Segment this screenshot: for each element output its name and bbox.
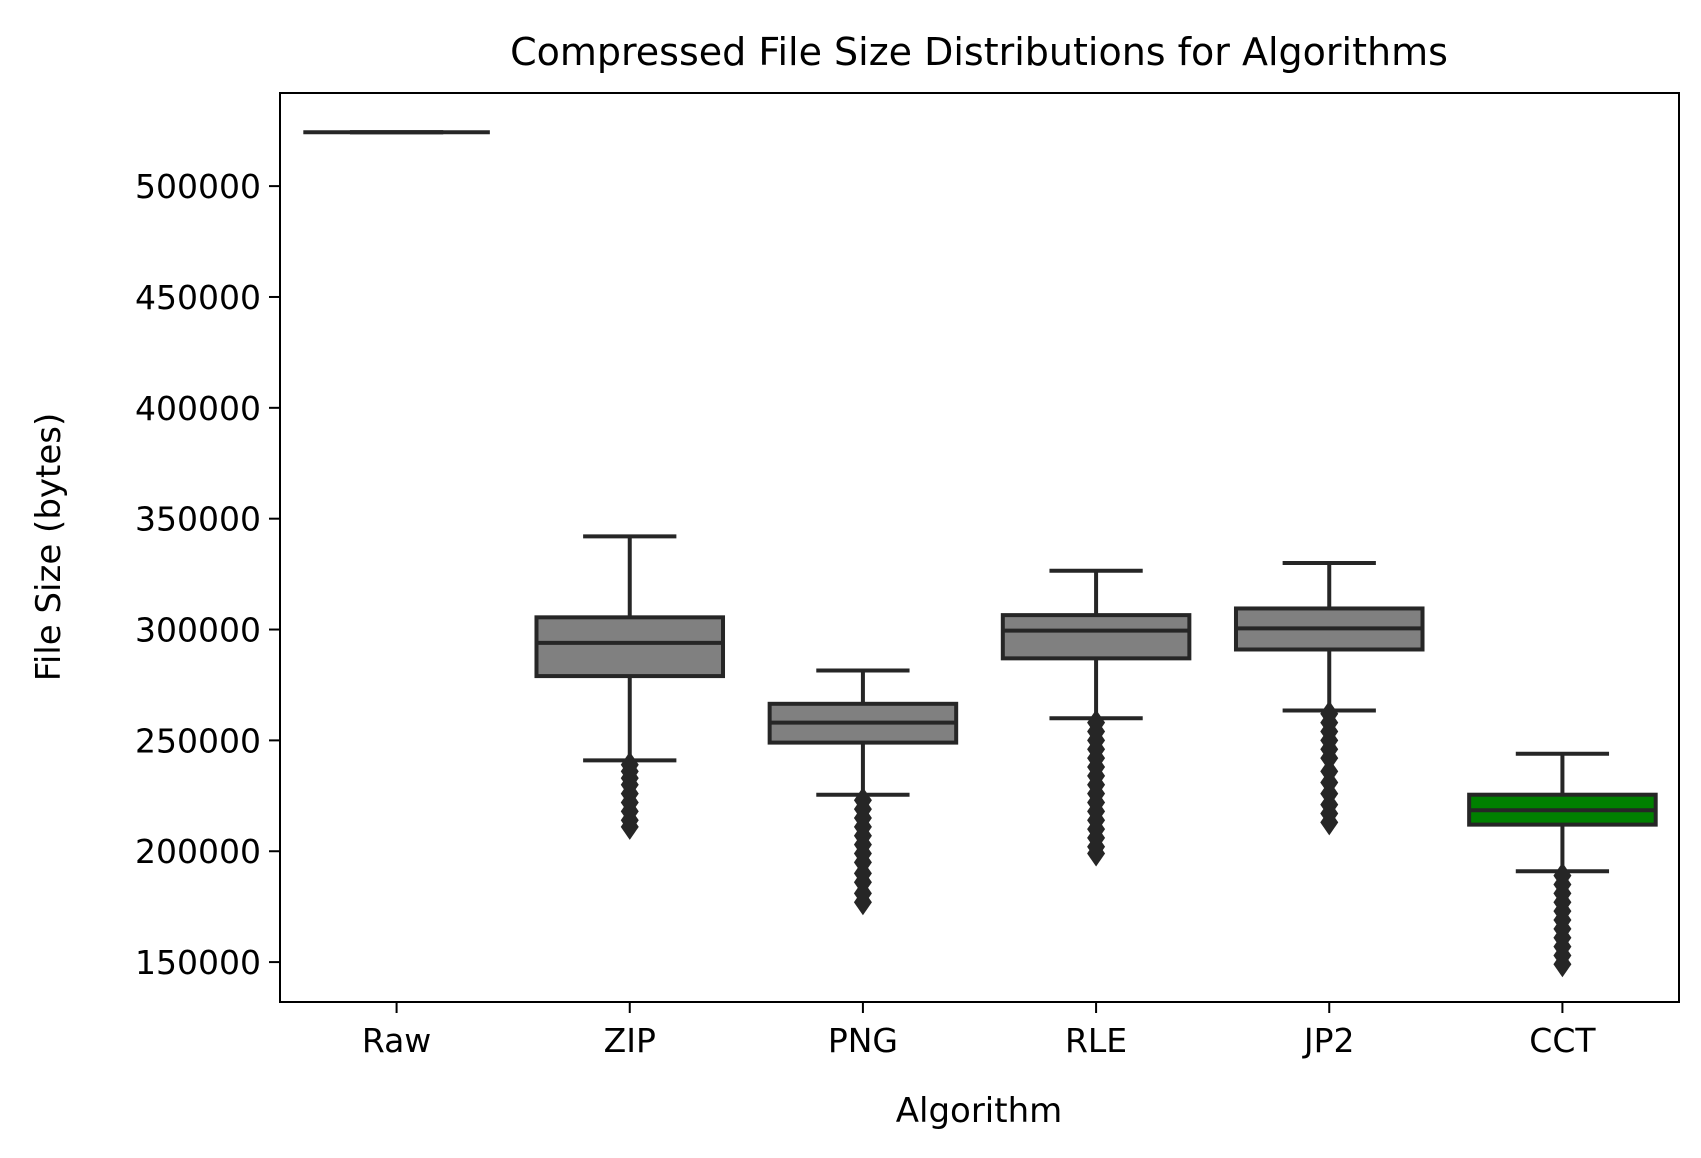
x-axis: Raw ZIP PNG RLE JP2 CCT [362,1002,1596,1060]
x-axis-label: Algorithm [896,1091,1063,1131]
y-tick-label: 250000 [135,721,261,760]
x-tick-label: PNG [828,1021,898,1060]
plot-area [303,130,1658,978]
chart-title: Compressed File Size Distributions for A… [510,30,1448,74]
box-png [767,668,959,916]
y-tick-label: 500000 [135,167,261,206]
outlier-point [1087,840,1106,867]
y-tick-label: 350000 [135,500,261,539]
x-tick-label: JP2 [1302,1021,1355,1060]
box-zip [534,534,726,840]
box-cct [1467,751,1658,978]
y-axis: 150000 200000 250000 300000 350000 400000 4500… [135,167,280,982]
outlier-point [1553,951,1572,978]
box-iqr [1000,613,1192,661]
y-tick-label: 200000 [135,832,261,871]
box-rle [1000,568,1192,867]
x-tick-label: RLE [1065,1021,1127,1060]
box-jp2 [1233,561,1425,836]
y-tick-label: 450000 [135,278,261,317]
x-tick-label: ZIP [604,1021,656,1060]
box-iqr [534,615,726,679]
outlier-point [1320,809,1339,836]
plot-frame [279,92,1680,1003]
x-tick-label: Raw [362,1021,431,1060]
y-tick-label: 300000 [135,611,261,650]
outlier-point [853,889,872,916]
outlier-point [1320,745,1339,772]
outlier-point [620,813,639,840]
y-tick-label: 150000 [135,943,261,982]
y-axis-label: File Size (bytes) [29,413,69,682]
y-tick-label: 400000 [135,389,261,428]
x-tick-label: CCT [1529,1021,1596,1060]
